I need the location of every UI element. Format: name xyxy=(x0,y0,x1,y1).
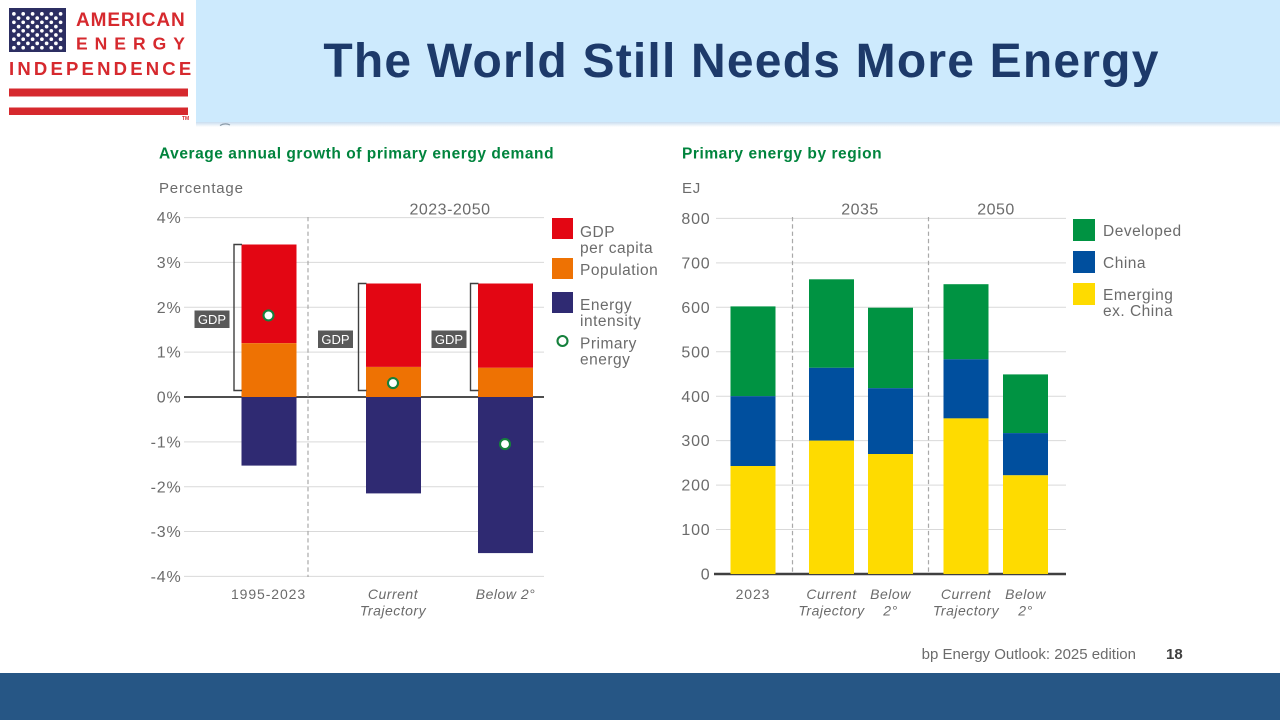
svg-text:GDP: GDP xyxy=(321,332,349,347)
svg-text:Population: Population xyxy=(580,262,658,279)
svg-text:AMERICAN: AMERICAN xyxy=(76,10,186,31)
svg-text:Primary: Primary xyxy=(580,336,637,353)
svg-text:ENERGY: ENERGY xyxy=(76,34,192,54)
svg-text:400: 400 xyxy=(681,389,710,406)
svg-text:TM: TM xyxy=(182,116,189,122)
svg-text:Trajectory: Trajectory xyxy=(933,603,1000,619)
svg-text:3%: 3% xyxy=(157,255,182,272)
svg-text:300: 300 xyxy=(681,433,710,450)
svg-text:0%: 0% xyxy=(157,390,182,407)
svg-text:Trajectory: Trajectory xyxy=(360,603,427,619)
svg-text:2°: 2° xyxy=(1017,603,1032,619)
svg-text:18: 18 xyxy=(1166,646,1183,663)
svg-text:Below 2°: Below 2° xyxy=(476,586,535,602)
svg-text:0: 0 xyxy=(701,567,711,584)
svg-text:Current: Current xyxy=(806,586,857,602)
svg-text:ex. China: ex. China xyxy=(1103,303,1173,320)
svg-text:2%: 2% xyxy=(157,300,182,317)
svg-text:Developed: Developed xyxy=(1103,223,1182,240)
svg-text:GDP: GDP xyxy=(198,312,226,327)
svg-text:-4%: -4% xyxy=(151,569,182,586)
svg-text:GDP: GDP xyxy=(580,224,615,241)
svg-text:Trajectory: Trajectory xyxy=(798,603,865,619)
svg-text:INDEPENDENCE: INDEPENDENCE xyxy=(9,58,194,79)
svg-text:500: 500 xyxy=(681,344,710,361)
svg-text:2035: 2035 xyxy=(841,202,879,219)
svg-text:-3%: -3% xyxy=(151,524,182,541)
svg-text:Percentage: Percentage xyxy=(159,180,244,197)
svg-text:800: 800 xyxy=(681,211,710,228)
svg-text:700: 700 xyxy=(681,256,710,273)
svg-text:intensity: intensity xyxy=(580,313,641,330)
svg-text:Below: Below xyxy=(1005,586,1046,602)
svg-text:2°: 2° xyxy=(882,603,897,619)
svg-text:Below: Below xyxy=(870,586,911,602)
svg-text:China: China xyxy=(1103,255,1146,272)
svg-text:per capita: per capita xyxy=(580,240,653,257)
svg-text:2023: 2023 xyxy=(736,586,771,602)
svg-text:1995-2023: 1995-2023 xyxy=(231,586,306,602)
svg-text:Emerging: Emerging xyxy=(1103,287,1173,304)
svg-text:200: 200 xyxy=(681,478,710,495)
svg-text:bp Energy Outlook: 2025 editio: bp Energy Outlook: 2025 edition xyxy=(922,646,1136,663)
svg-text:energy: energy xyxy=(580,352,630,369)
svg-text:2050: 2050 xyxy=(977,202,1015,219)
svg-text:2023-2050: 2023-2050 xyxy=(409,202,490,219)
svg-text:Primary energy by region: Primary energy by region xyxy=(682,146,882,163)
svg-text:600: 600 xyxy=(681,300,710,317)
svg-text:GDP: GDP xyxy=(435,332,463,347)
svg-text:Average annual growth of prima: Average annual growth of primary energy … xyxy=(159,146,554,163)
svg-text:EJ: EJ xyxy=(682,180,701,197)
svg-text:4%: 4% xyxy=(157,210,182,227)
svg-text:1%: 1% xyxy=(157,345,182,362)
svg-text:Current: Current xyxy=(368,586,419,602)
svg-text:-2%: -2% xyxy=(151,479,182,496)
svg-text:Energy: Energy xyxy=(580,297,632,314)
svg-text:Current: Current xyxy=(941,586,992,602)
svg-text:100: 100 xyxy=(681,522,710,539)
svg-text:-1%: -1% xyxy=(151,435,182,452)
